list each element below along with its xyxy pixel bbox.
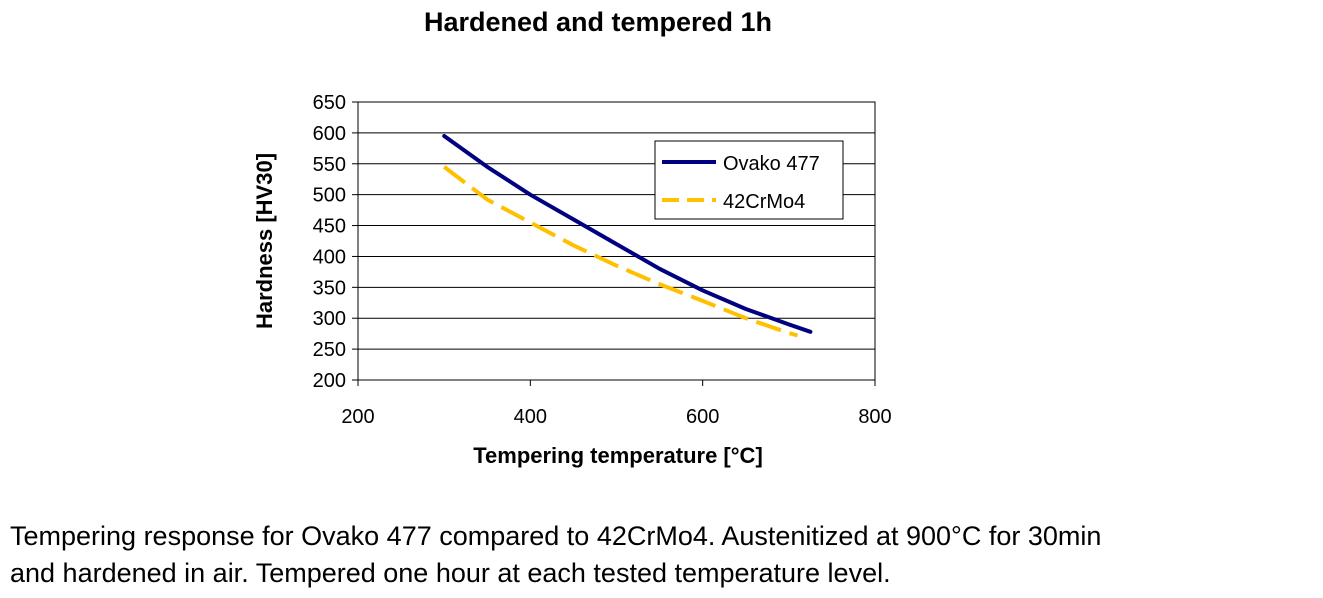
legend-label-42crmo4: 42CrMo4: [723, 191, 805, 213]
series-line-ovako-477: [442, 134, 813, 334]
y-tick-label: 200: [313, 370, 346, 392]
y-tick-label: 650: [313, 92, 346, 114]
legend: Ovako 477 42CrMo4: [654, 140, 844, 220]
y-tick-label: 600: [313, 123, 346, 145]
y-tick-label: 250: [313, 339, 346, 361]
caption-line-2: and hardened in air. Tempered one hour a…: [10, 558, 891, 588]
y-tick-label: 300: [313, 308, 346, 330]
x-tick-label: 400: [514, 406, 547, 428]
caption-line-1: Tempering response for Ovako 477 compare…: [10, 521, 1102, 551]
y-tick-label: 350: [313, 277, 346, 299]
legend-box: [654, 140, 844, 220]
x-axis-label: Tempering temperature [°C]: [473, 443, 763, 468]
series-line-42crmo4: [442, 165, 799, 338]
x-tick-label: 600: [686, 406, 719, 428]
y-axis-label: Hardness [HV30]: [252, 153, 277, 329]
y-tick-label: 550: [313, 154, 346, 176]
x-tick-label: 800: [858, 406, 891, 428]
y-tick-label: 500: [313, 185, 346, 207]
figure-caption: Tempering response for Ovako 477 compare…: [10, 518, 1310, 592]
y-tick-label: 400: [313, 246, 346, 268]
chart: Hardened and tempered 1h 200 250 300 350 400…: [252, 7, 892, 468]
x-tick-label: 200: [341, 406, 374, 428]
y-axis: 200 250 300 350 400 450 500 550 600 650: [313, 92, 358, 392]
plot-area: [357, 101, 876, 381]
y-tick-label: 450: [313, 216, 346, 238]
x-axis: 200 400 600 800: [341, 380, 892, 428]
series-layer: [442, 134, 813, 338]
chart-title: Hardened and tempered 1h: [424, 7, 772, 37]
legend-label-ovako-477: Ovako 477: [723, 153, 820, 175]
